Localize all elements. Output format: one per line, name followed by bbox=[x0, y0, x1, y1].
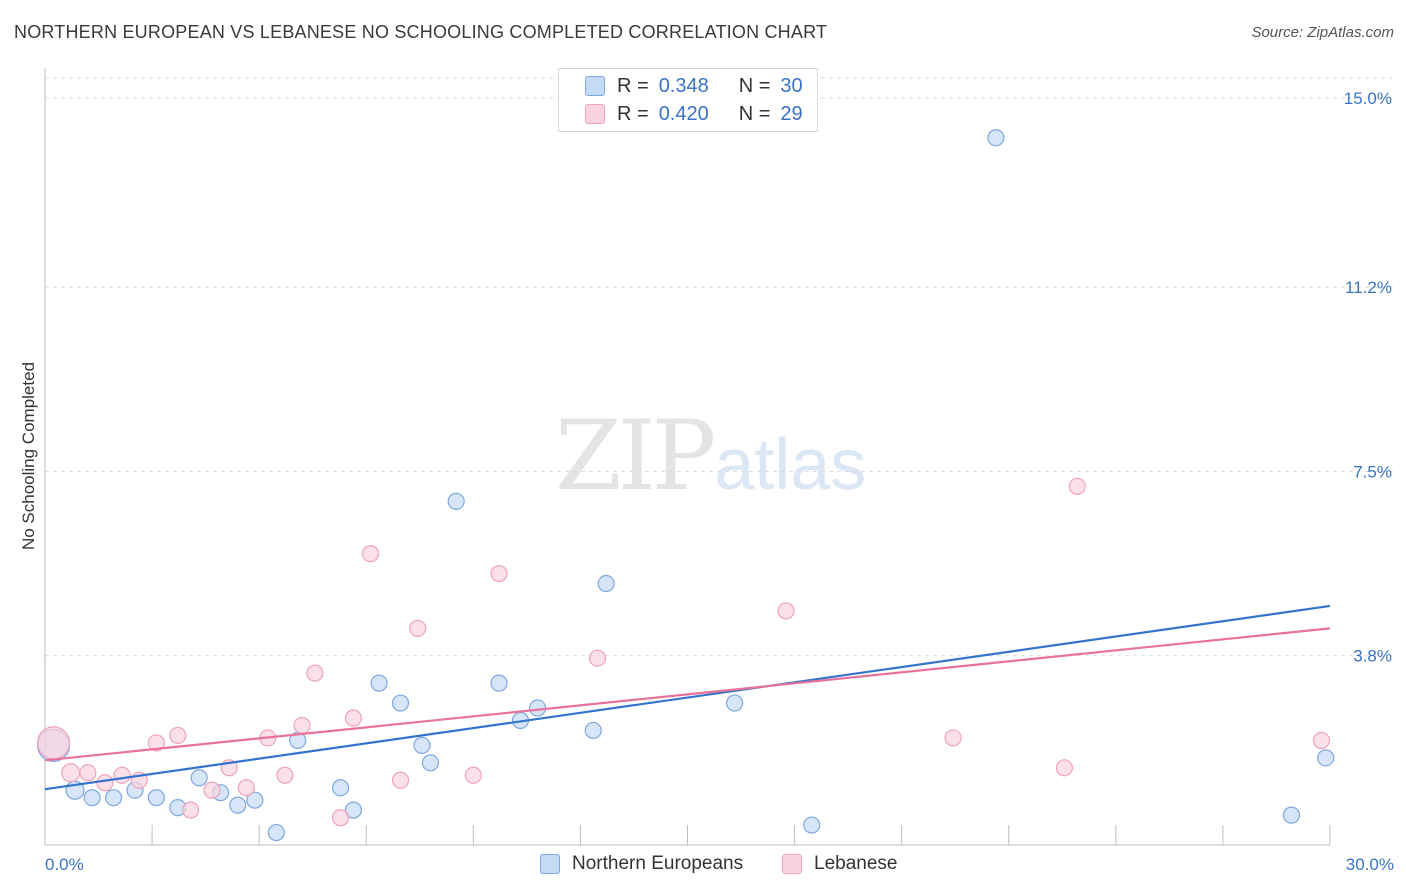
northern-european-point bbox=[147, 789, 165, 807]
lebanese-point bbox=[944, 729, 962, 747]
bottom-legend-label: Lebanese bbox=[814, 853, 898, 874]
northern-european-point bbox=[447, 492, 465, 510]
lebanese-point bbox=[331, 809, 350, 827]
legend-r-label: R = bbox=[617, 74, 649, 97]
northern-european-point bbox=[1282, 806, 1301, 824]
northern-european-point bbox=[267, 823, 285, 842]
lebanese-point bbox=[203, 781, 221, 799]
northern-european-point bbox=[370, 674, 388, 692]
northern-european-point bbox=[190, 769, 208, 787]
northern-european-point bbox=[229, 796, 247, 814]
y-tick-label: 3.8% bbox=[1353, 647, 1392, 666]
legend-row-lebanese: R = 0.420 N = 29 bbox=[585, 102, 803, 126]
lebanese-trend-line bbox=[44, 627, 1331, 762]
y-tick-label: 15.0% bbox=[1344, 89, 1392, 108]
x-tick-label-min: 0.0% bbox=[45, 855, 84, 874]
northern-european-point bbox=[391, 694, 410, 712]
legend-r-value: 0.420 bbox=[658, 102, 709, 125]
northern-european-point bbox=[246, 791, 264, 809]
lebanese-point bbox=[61, 763, 81, 783]
legend-n-label: N = bbox=[738, 74, 771, 97]
northern-european-point bbox=[490, 674, 508, 692]
lebanese-point bbox=[409, 619, 427, 637]
legend-n-label: N = bbox=[738, 102, 771, 125]
y-tick-label: 11.2% bbox=[1345, 278, 1392, 297]
chart-title: NORTHERN EUROPEAN VS LEBANESE NO SCHOOLI… bbox=[14, 22, 828, 42]
northern-european-point bbox=[528, 699, 547, 717]
lebanese-point bbox=[306, 664, 324, 682]
lebanese-point bbox=[777, 602, 795, 620]
legend-swatch-pink bbox=[585, 104, 605, 124]
northern-european-point bbox=[987, 129, 1005, 147]
lebanese-point bbox=[36, 726, 71, 760]
northern-european-point bbox=[726, 694, 744, 712]
bottom-legend-northern-europeans: Northern Europeans bbox=[540, 852, 743, 876]
lebanese-point bbox=[1312, 731, 1331, 750]
northern-european-point bbox=[1317, 749, 1335, 767]
lebanese-point bbox=[1068, 477, 1086, 496]
lebanese-point bbox=[293, 716, 311, 735]
legend-n-value: 29 bbox=[780, 102, 803, 125]
northern-european-point bbox=[104, 789, 123, 807]
northern-european-point bbox=[413, 736, 431, 754]
lebanese-point bbox=[588, 649, 607, 667]
northern-european-point bbox=[803, 816, 821, 834]
lebanese-point bbox=[96, 774, 114, 792]
lebanese-point bbox=[391, 771, 410, 789]
bottom-legend-lebanese: Lebanese bbox=[782, 852, 897, 876]
northern-european-point bbox=[584, 721, 602, 740]
northern-european-point bbox=[83, 789, 101, 807]
legend-r-value: 0.348 bbox=[658, 74, 709, 97]
northern-european-point bbox=[331, 779, 350, 797]
lebanese-point bbox=[361, 545, 380, 563]
lebanese-point bbox=[344, 709, 362, 727]
lebanese-point bbox=[147, 734, 165, 752]
source-note: Source: ZipAtlas.com bbox=[1251, 24, 1394, 41]
bottom-legend-label: Northern Europeans bbox=[572, 853, 744, 874]
northern-european-trend-line bbox=[44, 604, 1331, 791]
northern-european-point bbox=[421, 754, 440, 772]
lebanese-point bbox=[113, 766, 131, 784]
lebanese-point bbox=[1055, 759, 1074, 777]
legend-n-value: 30 bbox=[780, 74, 803, 97]
lebanese-point bbox=[237, 779, 255, 797]
lebanese-point bbox=[182, 801, 200, 819]
northern-european-point bbox=[597, 574, 615, 593]
legend-row-northern-europeans: R = 0.348 N = 30 bbox=[585, 74, 803, 98]
lebanese-point bbox=[464, 766, 482, 784]
lebanese-point bbox=[79, 764, 97, 782]
bottom-legend-swatch-blue bbox=[540, 854, 560, 874]
lebanese-point bbox=[276, 766, 294, 784]
northern-european-point bbox=[344, 801, 362, 819]
legend-r-label: R = bbox=[617, 102, 649, 125]
lebanese-point bbox=[169, 726, 187, 745]
x-tick-label-max: 30.0% bbox=[1346, 855, 1394, 874]
y-tick-label: 7.5% bbox=[1353, 462, 1392, 481]
bottom-legend-swatch-pink bbox=[782, 854, 802, 874]
legend-swatch-blue bbox=[585, 76, 605, 96]
stats-legend: R = 0.348 N = 30 R = 0.420 N = 29 bbox=[558, 68, 818, 132]
lebanese-point bbox=[490, 564, 508, 583]
